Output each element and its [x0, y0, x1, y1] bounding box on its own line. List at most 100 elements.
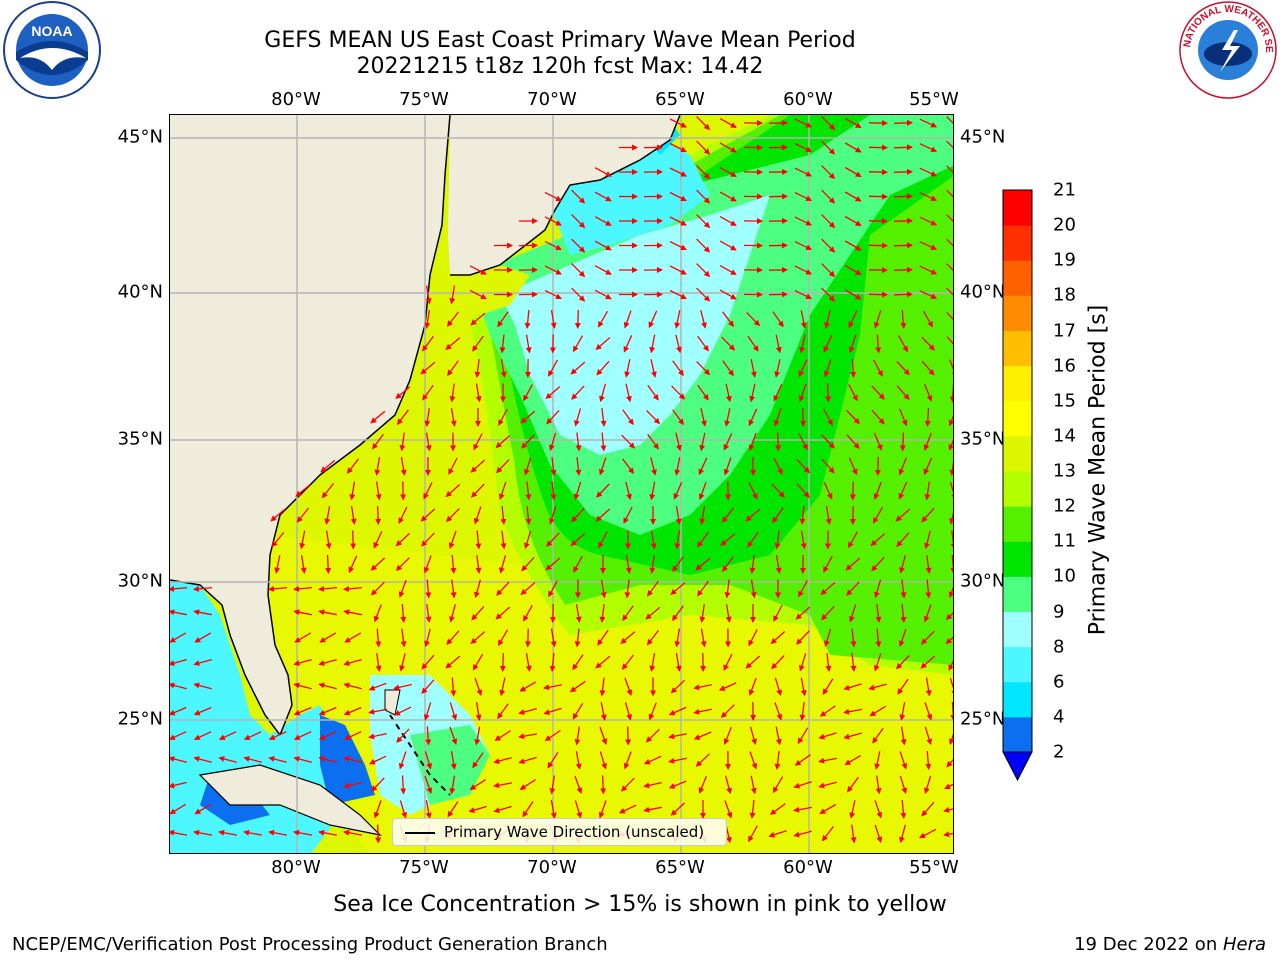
wave-direction-arrow — [522, 801, 534, 818]
wave-direction-arrow — [746, 312, 761, 327]
wave-direction-arrow — [722, 360, 734, 377]
wave-direction-arrow — [723, 433, 733, 451]
wave-direction-arrow — [646, 630, 660, 646]
wave-direction-arrow — [623, 335, 633, 353]
wave-direction-arrow — [798, 359, 808, 378]
wave-direction-arrow — [595, 337, 611, 351]
wave-direction-arrow — [494, 730, 511, 741]
wave-direction-arrow — [625, 726, 632, 746]
colorbar-tick-label-9: 9 — [1053, 601, 1065, 622]
colorbar-segment-10-11 — [1003, 541, 1032, 577]
wave-direction-arrow — [950, 530, 953, 550]
wave-direction-arrow — [700, 628, 707, 648]
wave-direction-arrow — [268, 585, 288, 592]
wave-direction-arrow — [946, 116, 953, 124]
wave-direction-arrow — [724, 579, 731, 599]
wave-direction-arrow — [745, 508, 761, 522]
wave-direction-arrow — [696, 361, 711, 376]
wave-direction-arrow — [924, 530, 931, 550]
wave-direction-arrow — [349, 481, 356, 501]
lat-label-left-30n: 30°N — [117, 570, 163, 592]
wave-direction-arrow — [625, 481, 632, 501]
wave-direction-arrow — [848, 604, 857, 623]
wave-direction-arrow — [496, 581, 510, 596]
wave-direction-arrow — [520, 582, 536, 596]
wave-direction-arrow — [170, 803, 187, 815]
lat-label-left-45n: 45°N — [117, 126, 163, 148]
wave-direction-arrow — [823, 359, 832, 378]
wave-direction-arrow — [774, 677, 783, 697]
wave-direction-arrow — [696, 238, 711, 253]
wave-direction-arrow — [325, 530, 332, 550]
wave-direction-arrow — [447, 360, 459, 377]
wave-direction-arrow — [472, 752, 484, 769]
wave-direction-arrow — [949, 481, 953, 501]
wave-direction-arrow — [318, 829, 338, 836]
wave-direction-arrow — [848, 457, 858, 476]
wave-direction-arrow — [348, 555, 358, 574]
wave-direction-arrow — [699, 505, 706, 525]
colorbar-segment-16-17 — [1003, 330, 1032, 367]
wave-direction-arrow — [724, 800, 733, 819]
colorbar-segment-11-12 — [1003, 506, 1032, 542]
wave-direction-arrow — [449, 726, 458, 745]
period-band-shelf — [460, 265, 530, 315]
colorbar-segment-9-10 — [1003, 576, 1032, 613]
wave-direction-arrow — [871, 409, 885, 425]
wave-direction-arrow — [318, 682, 337, 690]
wave-direction-arrow — [521, 556, 535, 572]
coastline-cuba — [198, 764, 382, 836]
wave-direction-arrow — [773, 604, 783, 622]
wave-direction-arrow — [800, 530, 807, 550]
wave-direction-arrow — [895, 508, 911, 522]
wave-direction-arrow — [293, 609, 312, 616]
wave-direction-arrow — [598, 800, 607, 819]
wave-direction-arrow — [449, 285, 456, 305]
wave-direction-arrow — [425, 285, 432, 305]
wave-direction-arrow — [675, 334, 682, 354]
wave-direction-arrow — [946, 189, 953, 198]
wave-direction-arrow — [625, 554, 632, 574]
wave-direction-arrow — [525, 652, 532, 672]
wave-direction-arrow — [470, 312, 486, 326]
wave-direction-arrow — [550, 628, 557, 648]
wave-direction-arrow — [599, 383, 607, 403]
wave-direction-arrow — [193, 682, 212, 690]
wave-direction-arrow — [499, 677, 506, 697]
wave-direction-arrow — [896, 655, 910, 670]
wave-direction-arrow — [597, 310, 609, 328]
wave-direction-arrow — [898, 482, 908, 500]
wave-direction-arrow — [948, 415, 953, 427]
wave-direction-arrow — [919, 118, 938, 128]
colorbar-segment-13-14 — [1003, 435, 1032, 472]
lon-label-bottom-60w: 60°W — [783, 857, 833, 878]
wave-direction-arrow — [525, 334, 532, 354]
wave-direction-arrow — [919, 265, 938, 275]
wave-direction-arrow — [368, 755, 387, 765]
wave-direction-arrow — [424, 751, 433, 770]
wave-direction-arrow — [395, 386, 411, 399]
wave-direction-arrow — [893, 242, 913, 249]
wave-direction-arrow — [523, 530, 532, 550]
wave-direction-arrow — [793, 806, 813, 813]
wave-direction-arrow — [622, 458, 634, 475]
wave-direction-arrow — [672, 556, 684, 573]
wave-direction-arrow — [318, 658, 337, 666]
wave-direction-arrow — [923, 457, 933, 476]
wave-direction-arrow — [893, 119, 913, 126]
wave-direction-arrow — [672, 605, 684, 622]
wave-direction-arrow — [623, 310, 632, 329]
wave-direction-arrow — [794, 241, 813, 250]
land-cuba — [200, 765, 380, 835]
wave-direction-arrow — [799, 702, 806, 721]
wave-direction-arrow — [374, 456, 381, 476]
wave-direction-arrow — [599, 677, 606, 697]
wave-direction-arrow — [622, 605, 634, 622]
wave-direction-arrow — [372, 433, 384, 450]
wave-direction-arrow — [549, 652, 556, 672]
wave-direction-arrow — [699, 432, 706, 452]
wave-direction-arrow — [424, 628, 431, 648]
wave-direction-arrow — [218, 756, 237, 763]
colorbar-segments — [1003, 190, 1032, 753]
lat-label-right-35n: 35°N — [960, 428, 1006, 450]
